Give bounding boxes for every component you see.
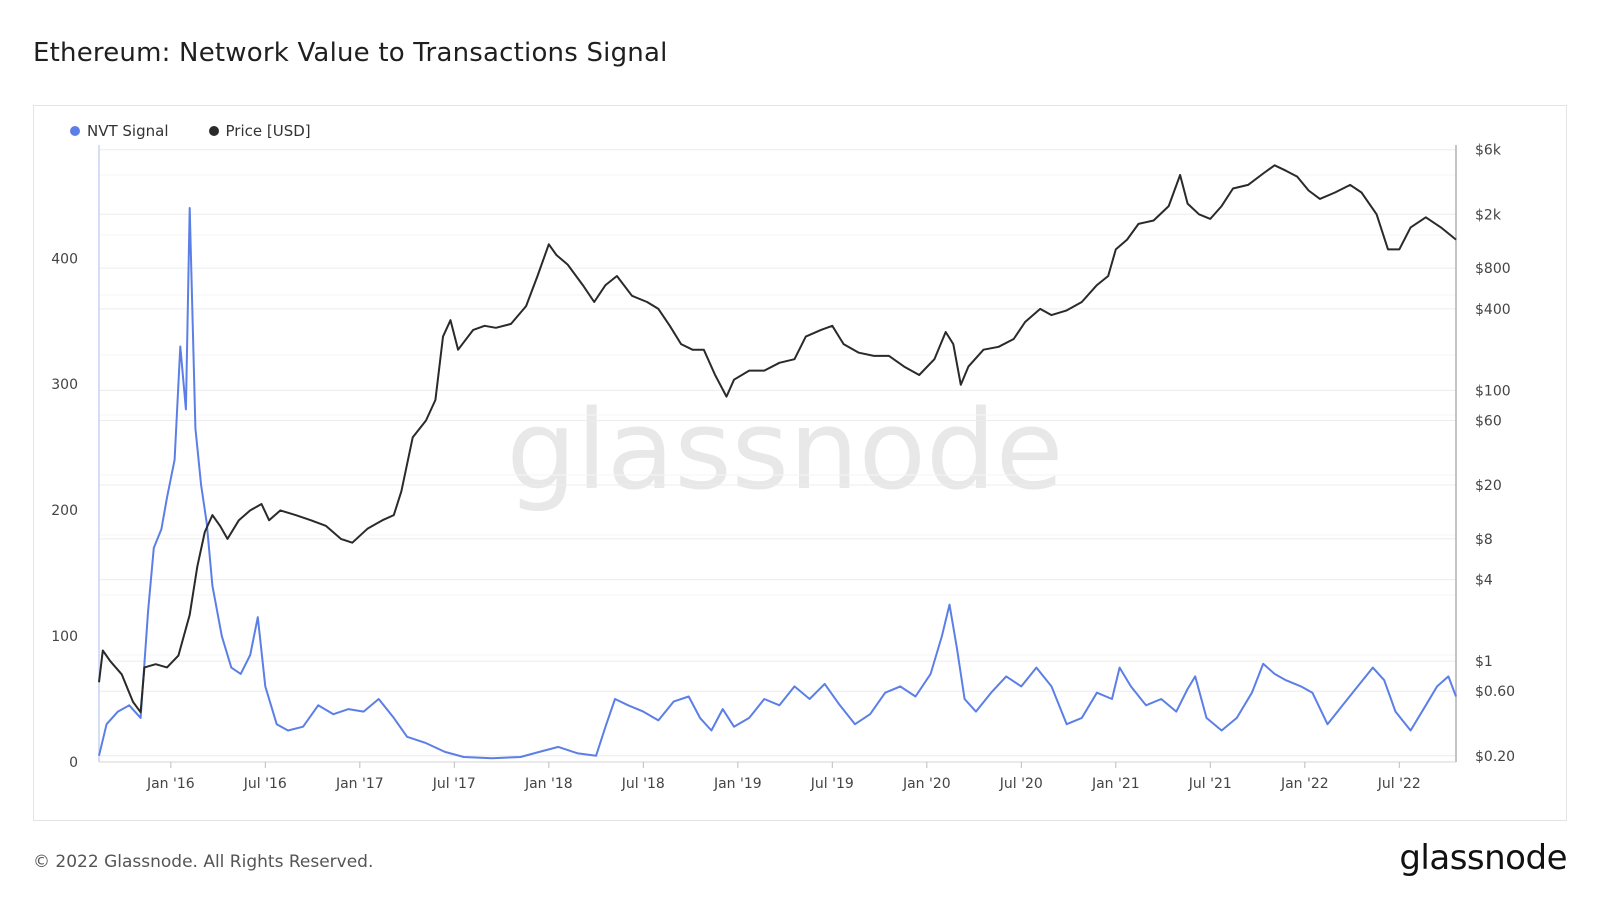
y-right-tick-label-6: $20 <box>1475 478 1502 494</box>
x-tick-label-6: Jan '19 <box>713 776 762 792</box>
y-right-tick-label-10: $0.60 <box>1475 684 1515 700</box>
series-line-price <box>98 164 1457 714</box>
copyright-text: © 2022 Glassnode. All Rights Reserved. <box>33 852 374 872</box>
x-tick-label-5: Jul '18 <box>621 776 665 792</box>
legend: NVT Signal Price [USD] <box>70 122 311 140</box>
x-tick-label-3: Jul '17 <box>432 776 476 792</box>
y-right-tick-label-8: $4 <box>1475 573 1493 589</box>
y-right-tick-label-3: $400 <box>1475 302 1511 318</box>
x-tick-label-11: Jul '21 <box>1188 776 1232 792</box>
legend-label-nvt-signal: NVT Signal <box>87 122 169 140</box>
x-tick-label-12: Jan '22 <box>1280 776 1329 792</box>
y-left-tick-label-0: 0 <box>69 755 78 771</box>
legend-item-nvt-signal[interactable]: NVT Signal <box>70 122 169 140</box>
legend-dot-nvt-signal <box>70 126 80 136</box>
chart-title: Ethereum: Network Value to Transactions … <box>33 38 668 68</box>
y-right-tick-label-4: $100 <box>1475 383 1511 399</box>
y-left-tick-label-1: 100 <box>51 629 78 645</box>
x-tick-label-10: Jan '21 <box>1091 776 1140 792</box>
y-right-tick-label-2: $800 <box>1475 261 1511 277</box>
y-left-tick-label-4: 400 <box>51 251 78 267</box>
legend-dot-price <box>208 126 219 136</box>
chart-panel <box>33 105 1567 821</box>
y-right-tick-label-5: $60 <box>1475 413 1502 429</box>
watermark-text: glassnode <box>507 386 1064 514</box>
x-tick-label-0: Jan '16 <box>146 776 195 792</box>
y-right-tick-label-1: $2k <box>1475 207 1502 223</box>
glassnode-logo[interactable]: glassnode <box>1399 838 1567 878</box>
y-right-tick-label-0: $6k <box>1475 143 1502 159</box>
x-tick-label-1: Jul '16 <box>243 776 287 792</box>
y-right-tick-label-7: $8 <box>1475 532 1493 548</box>
x-tick-label-8: Jan '20 <box>902 776 951 792</box>
x-tick-label-7: Jul '19 <box>810 776 854 792</box>
x-tick-label-2: Jan '17 <box>335 776 384 792</box>
y-right-tick-label-9: $1 <box>1475 654 1493 670</box>
y-right-tick-label-11: $0.20 <box>1475 749 1515 765</box>
series-line-nvt-signal <box>98 207 1457 760</box>
legend-item-price[interactable]: Price [USD] <box>208 122 311 140</box>
x-tick-label-4: Jan '18 <box>524 776 573 792</box>
x-tick-label-9: Jul '20 <box>999 776 1043 792</box>
y-left-tick-label-3: 300 <box>51 377 78 393</box>
y-left-tick-label-2: 200 <box>51 503 78 519</box>
x-tick-label-13: Jul '22 <box>1377 776 1421 792</box>
legend-label-price: Price [USD] <box>225 122 311 140</box>
